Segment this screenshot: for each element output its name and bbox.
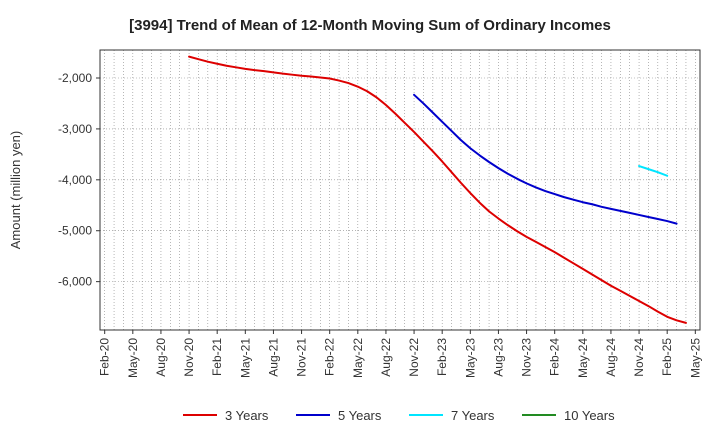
x-tick-label: May-21 [238, 338, 252, 378]
y-tick-label: -2,000 [58, 71, 92, 85]
x-tick-label: Nov-22 [407, 338, 421, 377]
x-tick-label: Nov-24 [632, 338, 646, 377]
y-tick-label: -6,000 [58, 275, 92, 289]
x-tick-label: May-22 [351, 338, 365, 378]
series-layer [188, 55, 687, 324]
x-tick-label: May-20 [126, 338, 140, 378]
plot-frame [99, 49, 701, 331]
legend-label-5-years: 5 Years [338, 408, 382, 423]
x-tick-label: Feb-22 [323, 338, 337, 376]
y-axis-ticks: -2,000 -3,000 -4,000 -5,000 -6,000 [58, 71, 100, 289]
chart-title: [3994] Trend of Mean of 12-Month Moving … [129, 17, 611, 34]
x-tick-label: Feb-20 [98, 338, 112, 376]
x-tick-label: Aug-21 [266, 338, 280, 377]
x-tick-label: Nov-23 [520, 338, 534, 377]
x-tick-label: Aug-24 [604, 338, 618, 377]
x-tick-label: Feb-21 [210, 338, 224, 376]
x-tick-label: Nov-20 [182, 338, 196, 377]
x-tick-label: Feb-23 [435, 338, 449, 376]
x-tick-label: May-23 [463, 338, 477, 378]
y-tick-label: -3,000 [58, 122, 92, 136]
y-tick-label: -5,000 [58, 224, 92, 238]
y-tick-label: -4,000 [58, 173, 92, 187]
x-tick-label: Feb-25 [660, 338, 674, 376]
x-axis-ticks: Feb-20 May-20 Aug-20 Nov-20 Feb-21 May-21 Aug-… [98, 330, 702, 378]
series-line-5-years [413, 93, 678, 225]
y-axis-label: Amount (million yen) [8, 131, 23, 250]
legend: 3 Years 5 Years 7 Years 10 Years [183, 408, 615, 423]
legend-label-3-years: 3 Years [225, 408, 269, 423]
x-tick-label: Aug-22 [379, 338, 393, 377]
x-tick-label: Aug-23 [491, 338, 505, 377]
x-tick-label: Nov-21 [295, 338, 309, 377]
x-tick-label: May-25 [688, 338, 702, 378]
legend-label-10-years: 10 Years [564, 408, 615, 423]
legend-label-7-years: 7 Years [451, 408, 495, 423]
x-tick-label: May-24 [576, 338, 590, 378]
grid-layer [100, 50, 700, 330]
series-line-3-years [188, 55, 687, 324]
x-tick-label: Feb-24 [548, 338, 562, 376]
x-tick-label: Aug-20 [154, 338, 168, 377]
series-line-7-years [638, 165, 669, 177]
